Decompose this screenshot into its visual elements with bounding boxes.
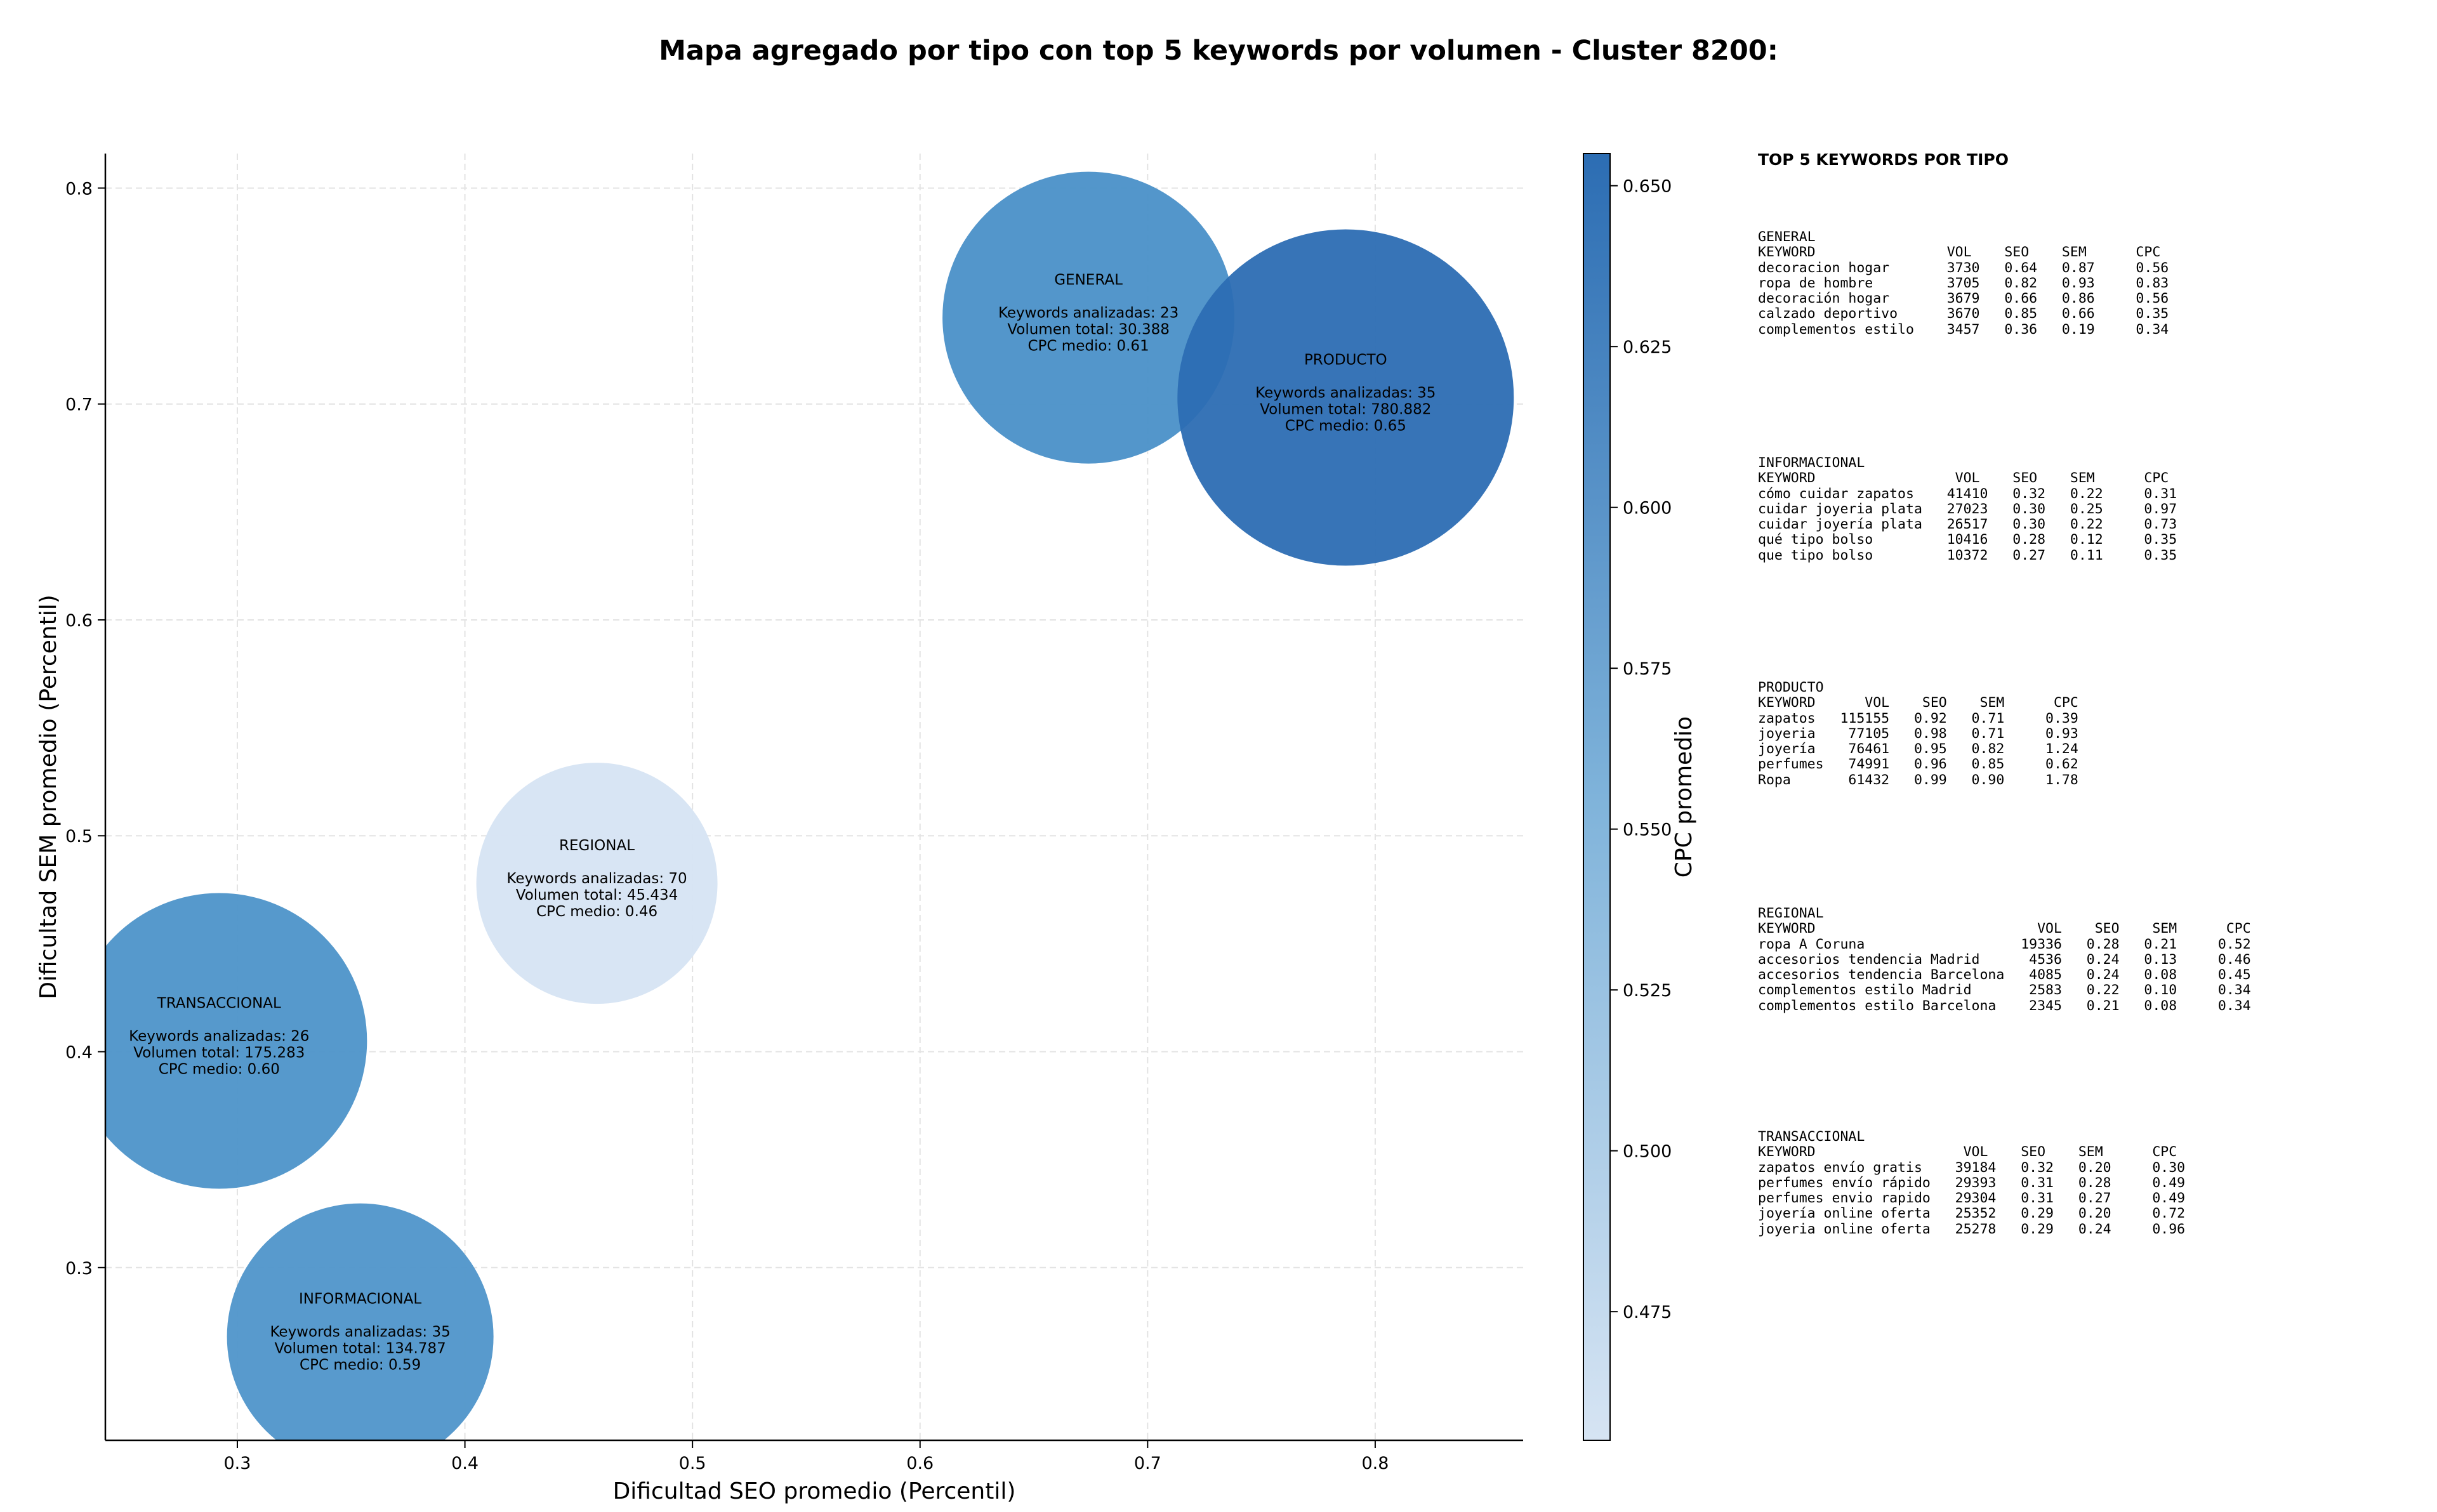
keyword-table-row: joyeria online oferta 25278 0.29 0.24 0.… — [1758, 1221, 2186, 1237]
bubble-title: REGIONAL — [559, 838, 635, 854]
bubble-informacional — [227, 1203, 494, 1440]
keyword-table-row: perfumes 74991 0.96 0.85 0.62 — [1758, 756, 2078, 773]
bubble-stat: Keywords analizadas: 70 — [506, 871, 687, 887]
colorbar-tick-label: 0.650 — [1623, 177, 1672, 197]
keyword-block-general: GENERAL KEYWORD VOL SEO SEM CPC decoracion… — [1758, 229, 2169, 338]
keyword-table-row: complementos estilo Madrid 2583 0.22 0.1… — [1758, 982, 2251, 999]
keyword-table-header: KEYWORD VOL SEO SEM CPC — [1758, 470, 2169, 487]
bubble-title: TRANSACCIONAL — [157, 996, 281, 1012]
keyword-table-row: qué tipo bolso 10416 0.28 0.12 0.35 — [1758, 532, 2177, 548]
keyword-table-row: Ropa 61432 0.99 0.90 1.78 — [1758, 772, 2078, 788]
colorbar-tick-label: 0.475 — [1623, 1303, 1672, 1322]
keyword-table-row: joyeria 77105 0.98 0.71 0.93 — [1758, 725, 2078, 742]
colorbar-tick-label: 0.525 — [1623, 981, 1672, 1001]
keyword-table-row: joyería online oferta 25352 0.29 0.20 0.… — [1758, 1206, 2186, 1222]
colorbar-label: CPC promedio — [1671, 716, 1697, 878]
bubble-regional — [476, 763, 718, 1004]
keyword-table-row: que tipo bolso 10372 0.27 0.11 0.35 — [1758, 547, 2177, 563]
bubble-general — [942, 171, 1235, 464]
keyword-table-row: decoracion hogar 3730 0.64 0.87 0.56 — [1758, 260, 2169, 276]
bubble-title: INFORMACIONAL — [299, 1291, 421, 1308]
bubble-stat: Volumen total: 780.882 — [1260, 402, 1431, 418]
x-axis-label: Dificultad SEO promedio (Percentil) — [613, 1478, 1016, 1504]
y-tick-label: 0.5 — [65, 827, 93, 846]
keyword-table-header: KEYWORD VOL SEO SEM CPC — [1758, 244, 2161, 261]
keyword-table-header: KEYWORD VOL SEO SEM CPC — [1758, 921, 2251, 937]
keyword-table-row: ropa A Coruna 19336 0.28 0.21 0.52 — [1758, 936, 2251, 952]
keyword-tables: TOP 5 KEYWORDS POR TIPO GENERAL KEYWORD V… — [1758, 150, 2431, 1237]
keyword-block-type: GENERAL — [1758, 229, 1816, 245]
x-tick-label: 0.5 — [679, 1454, 706, 1473]
bubble-stat: CPC medio: 0.60 — [159, 1062, 280, 1078]
keyword-table-row: ropa de hombre 3705 0.82 0.93 0.83 — [1758, 275, 2169, 291]
keyword-table-row: calzado deportivo 3670 0.85 0.66 0.35 — [1758, 306, 2169, 322]
axes: 0.3 0.4 0.5 0.6 0.7 0.8 0.3 0.4 0.5 0.6 0.7 0.8 Difi… — [36, 154, 1523, 1504]
keyword-table-row: cuidar joyería plata 26517 0.30 0.22 0.7… — [1758, 516, 2177, 533]
keyword-block-informacional: INFORMACIONAL KEYWORD VOL SEO SEM CPC cómo… — [1758, 455, 2177, 563]
keyword-table-row: joyería 76461 0.95 0.82 1.24 — [1758, 741, 2078, 758]
y-tick-label: 0.3 — [65, 1259, 93, 1279]
keyword-table-row: accesorios tendencia Barcelona 4085 0.24… — [1758, 967, 2251, 983]
x-tick-label: 0.8 — [1361, 1454, 1389, 1473]
chart-title: Mapa agregado por tipo con top 5 keyword… — [659, 35, 1778, 67]
bubble-stat: Volumen total: 175.283 — [133, 1045, 305, 1062]
bubble-producto — [1177, 229, 1514, 566]
bubble-stat: Keywords analizadas: 35 — [1255, 385, 1436, 402]
colorbar-gradient — [1583, 153, 1611, 1441]
bubble-stat: Volumen total: 45.434 — [516, 887, 678, 904]
keyword-block-regional: REGIONAL KEYWORD VOL SEO SEM CPC ropa A Co… — [1758, 905, 2251, 1014]
x-tick-label: 0.6 — [906, 1454, 934, 1473]
colorbar-tick-label: 0.600 — [1623, 499, 1672, 518]
y-axis-label: Dificultad SEM promedio (Percentil) — [36, 595, 62, 999]
bubble-stat: Volumen total: 30.388 — [1007, 322, 1170, 338]
keyword-block-transaccional: TRANSACCIONAL KEYWORD VOL SEO SEM CPC zapa… — [1758, 1129, 2185, 1237]
y-tick-label: 0.6 — [65, 611, 93, 631]
x-tick-label: 0.3 — [224, 1454, 251, 1473]
colorbar-tick-label: 0.550 — [1623, 820, 1672, 840]
keyword-table-row: zapatos envío gratis 39184 0.32 0.20 0.3… — [1758, 1159, 2186, 1176]
bubble-stat: Keywords analizadas: 26 — [129, 1029, 309, 1045]
keyword-block-type: INFORMACIONAL — [1758, 455, 1865, 471]
keyword-table-row: complementos estilo 3457 0.36 0.19 0.34 — [1758, 321, 2169, 338]
keyword-table-header: KEYWORD VOL SEO SEM CPC — [1758, 695, 2078, 711]
bubble-stat: CPC medio: 0.59 — [300, 1357, 421, 1374]
keyword-block-type: REGIONAL — [1758, 905, 1824, 921]
colorbar-tick-label: 0.500 — [1623, 1142, 1672, 1162]
keyword-tables-title: TOP 5 KEYWORDS POR TIPO — [1758, 150, 2009, 169]
y-tick-label: 0.8 — [65, 179, 93, 199]
x-tick-label: 0.4 — [451, 1454, 479, 1473]
keyword-table-row: accesorios tendencia Madrid 4536 0.24 0.… — [1758, 951, 2251, 968]
colorbar-tick-label: 0.625 — [1623, 338, 1672, 357]
keyword-block-type: TRANSACCIONAL — [1758, 1129, 1865, 1145]
colorbar-tick-label: 0.575 — [1623, 659, 1672, 679]
keyword-table-row: perfumes envío rápido 29393 0.31 0.28 0.… — [1758, 1174, 2186, 1191]
keyword-table-row: perfumes envio rapido 29304 0.31 0.27 0.… — [1758, 1190, 2186, 1207]
bubble-stat: CPC medio: 0.65 — [1285, 418, 1406, 435]
keyword-table-row: zapatos 115155 0.92 0.71 0.39 — [1758, 710, 2078, 726]
bubble-stat: CPC medio: 0.46 — [536, 904, 657, 920]
bubble-stat: CPC medio: 0.61 — [1028, 338, 1149, 355]
keyword-block-producto: PRODUCTO KEYWORD VOL SEO SEM CPC zapatos 1… — [1758, 680, 2078, 788]
bubble-title: GENERAL — [1054, 272, 1123, 289]
y-tick-label: 0.7 — [65, 395, 93, 415]
keyword-block-type: PRODUCTO — [1758, 680, 1824, 695]
keyword-table-row: cómo cuidar zapatos 41410 0.32 0.22 0.31 — [1758, 485, 2177, 502]
colorbar: 0.475 0.500 0.525 0.550 0.575 0.600 0.625 0.650… — [1583, 153, 1697, 1441]
keyword-table-row: cuidar joyeria plata 27023 0.30 0.25 0.9… — [1758, 501, 2177, 517]
x-tick-label: 0.7 — [1134, 1454, 1161, 1473]
keyword-table-row: decoración hogar 3679 0.66 0.86 0.56 — [1758, 291, 2169, 307]
bubble-stat: Keywords analizadas: 23 — [998, 305, 1179, 322]
keyword-table-header: KEYWORD VOL SEO SEM CPC — [1758, 1144, 2177, 1160]
bubble-stat: Volumen total: 134.787 — [275, 1341, 446, 1357]
bubbles — [105, 171, 1514, 1440]
bubble-stat: Keywords analizadas: 35 — [270, 1324, 450, 1341]
bubble-title: PRODUCTO — [1304, 352, 1387, 369]
y-tick-label: 0.4 — [65, 1043, 93, 1063]
keyword-table-row: complementos estilo Barcelona 2345 0.21 … — [1758, 997, 2251, 1014]
bubble-transaccional — [105, 893, 367, 1189]
